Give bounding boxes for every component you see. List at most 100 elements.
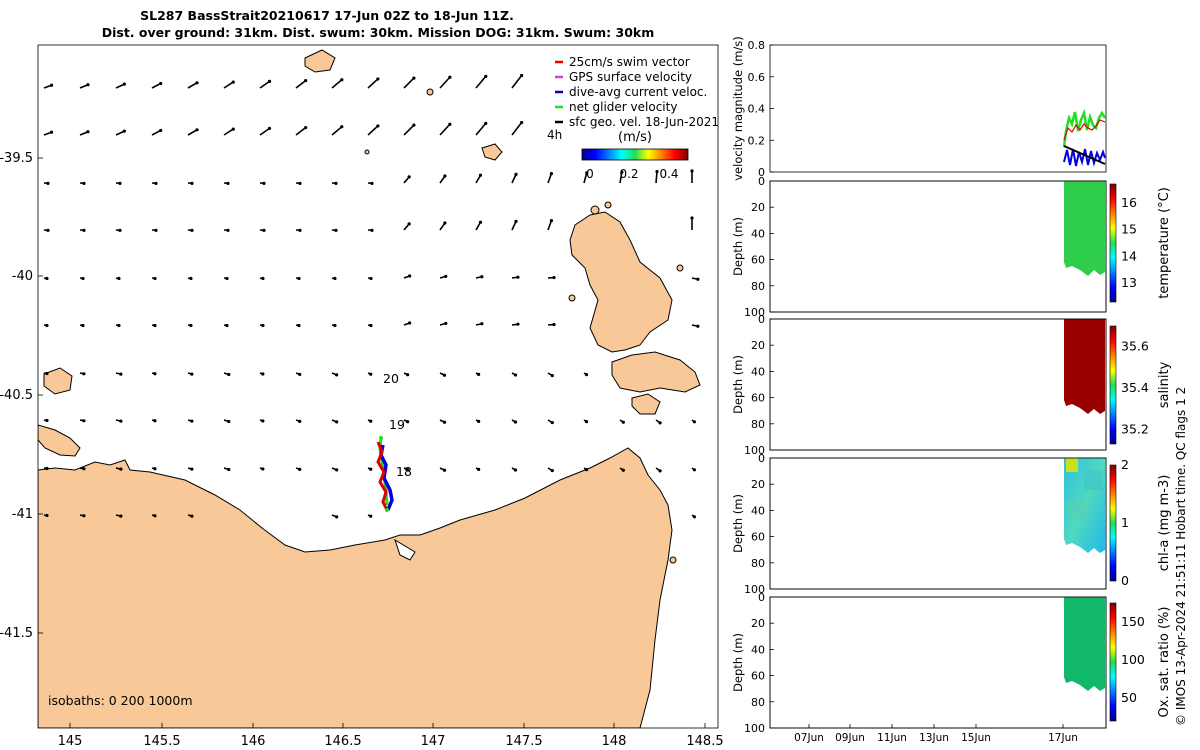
vector-head xyxy=(154,181,158,185)
vector-head xyxy=(153,514,157,518)
vector-head xyxy=(46,228,50,232)
salinity-panel xyxy=(769,318,1117,451)
vector-head xyxy=(376,77,380,81)
vector-head xyxy=(297,323,301,328)
map-land xyxy=(38,49,701,728)
vector-head xyxy=(119,419,123,423)
colorbar-label: chl-a (mg m-3) xyxy=(1157,475,1172,572)
vector-head xyxy=(189,323,193,328)
vector-head xyxy=(190,181,194,185)
vector-arrow xyxy=(295,126,307,136)
panel-y-tick-label: 0.4 xyxy=(748,103,766,116)
vector-head xyxy=(513,420,518,424)
vector-head xyxy=(407,222,411,226)
oxygen-panel xyxy=(769,596,1117,729)
vector-head xyxy=(46,181,50,185)
panel-y-tick-label: 80 xyxy=(751,557,765,570)
vector-head xyxy=(267,126,272,130)
vector-arrow xyxy=(187,82,198,89)
time-axis-tick: 07Jun xyxy=(794,732,824,744)
vector-head xyxy=(448,75,452,79)
vector-head xyxy=(81,276,85,281)
vector-head xyxy=(442,373,447,377)
vector-head xyxy=(153,276,157,281)
vector-head xyxy=(190,467,194,471)
map-x-tick-label: 148.5 xyxy=(686,734,723,749)
vector-head xyxy=(298,467,302,472)
vector-head xyxy=(261,372,265,376)
time-axis-tick: 09Jun xyxy=(835,732,865,744)
vector-head xyxy=(550,468,554,473)
vector-head xyxy=(304,78,308,83)
vector-head xyxy=(552,275,556,280)
day-label-20: 20 xyxy=(383,371,399,386)
vector-head xyxy=(477,467,481,472)
vector-head xyxy=(334,228,338,232)
map-y-tick-label: -41.5 xyxy=(0,626,33,641)
vector-head xyxy=(549,172,554,176)
vector-head xyxy=(444,321,448,325)
vector-head xyxy=(298,228,302,232)
vector-head xyxy=(442,420,447,424)
vector-head xyxy=(227,467,231,472)
red-velocity-line xyxy=(1063,119,1106,141)
vector-head xyxy=(520,73,524,78)
vector-head xyxy=(231,127,235,131)
colorbar-tick-label: 14 xyxy=(1121,248,1137,263)
colorbar-tick-label: 2 xyxy=(1121,457,1129,472)
vector-head xyxy=(692,468,696,472)
vector-head xyxy=(45,418,49,423)
vector-head xyxy=(118,228,122,232)
vector-head xyxy=(520,120,524,125)
vector-arrow xyxy=(403,124,415,136)
colorbar-tick-label: 35.2 xyxy=(1121,422,1149,437)
vector-head xyxy=(159,128,163,133)
vector-head xyxy=(412,123,416,127)
vector-head xyxy=(513,468,518,472)
vector-head xyxy=(86,83,90,87)
time-axis-tick: 13Jun xyxy=(919,732,949,744)
vector-head xyxy=(333,276,337,281)
vector-head xyxy=(225,323,229,328)
vector-head xyxy=(406,420,410,424)
legend-label: sfc geo. vel. 18-Jun-2021 xyxy=(569,115,719,129)
vector-head xyxy=(298,181,302,185)
panel-y-tick-label: 60 xyxy=(751,670,765,683)
vector-head xyxy=(549,219,554,223)
panel-y-tick-label: 100 xyxy=(744,444,765,457)
vector-head xyxy=(369,514,373,518)
vector-arrow xyxy=(511,121,523,136)
salinity-section xyxy=(1064,319,1105,414)
vector-head xyxy=(190,372,194,376)
colorbar-title: (m/s) xyxy=(618,130,652,145)
colorbar-tick-label: 16 xyxy=(1121,195,1137,210)
vector-head xyxy=(448,122,452,126)
vector-arrow xyxy=(619,172,623,184)
vector-head xyxy=(370,181,374,185)
vector-head xyxy=(514,172,518,176)
vector-head xyxy=(45,323,49,328)
map-x-tick-label: 147.5 xyxy=(505,734,542,749)
map-y-tick-label: -39.5 xyxy=(0,151,33,166)
colorbar-tick-label: 35.6 xyxy=(1121,339,1149,354)
oxygen-section xyxy=(1064,597,1105,691)
vector-head xyxy=(226,228,230,232)
vector-head xyxy=(408,321,412,325)
panel-y-tick-label: 40 xyxy=(751,504,765,517)
vector-head xyxy=(480,275,484,279)
panel-y-label: Depth (m) xyxy=(731,217,745,276)
vector-head xyxy=(335,515,339,519)
vector-head xyxy=(690,216,694,220)
panel-y-tick-label: 40 xyxy=(751,227,765,240)
vector-head xyxy=(82,181,86,185)
legend-label: 25cm/s swim vector xyxy=(569,55,690,69)
title-line-1: SL287 BassStrait20210617 17-Jun 02Z to 1… xyxy=(140,8,514,23)
vector-arrow xyxy=(655,171,658,184)
tasmania-land xyxy=(38,447,673,728)
vector-head xyxy=(478,173,483,177)
speed-colorbar: (m/s) 0 0.2 0.4 xyxy=(581,130,689,181)
panel-y-tick-label: 80 xyxy=(751,696,765,709)
